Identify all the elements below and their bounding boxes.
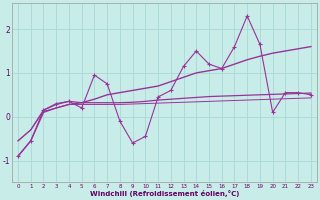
X-axis label: Windchill (Refroidissement éolien,°C): Windchill (Refroidissement éolien,°C): [90, 190, 239, 197]
